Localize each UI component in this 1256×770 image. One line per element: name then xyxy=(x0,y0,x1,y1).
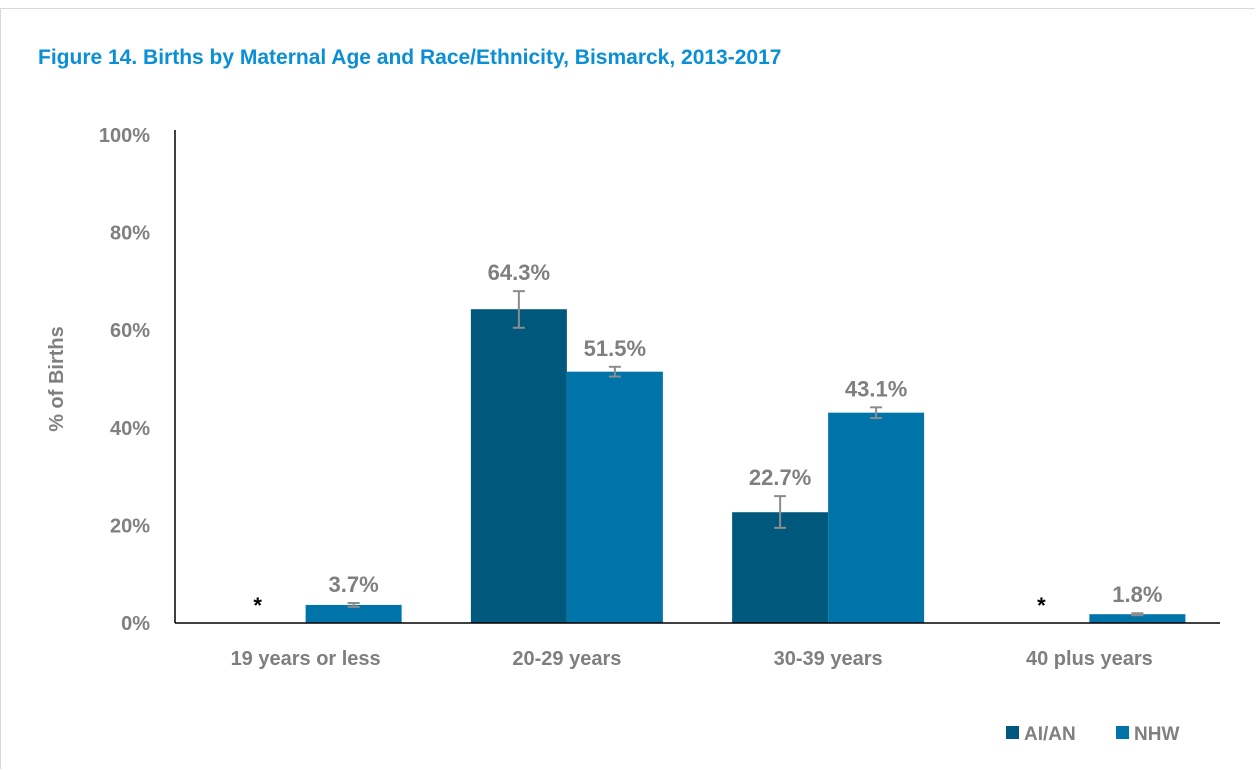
data-label: 51.5% xyxy=(584,336,646,361)
bar-nhw-2 xyxy=(828,412,925,623)
y-axis-title: % of Births xyxy=(46,326,68,432)
axes-group xyxy=(174,130,1220,624)
legend-swatch xyxy=(1006,726,1019,739)
legend: AI/AN NHW xyxy=(1006,724,1179,745)
y-tick-label: 40% xyxy=(110,418,150,440)
suppressed-marker: * xyxy=(253,593,262,618)
y-tick-label: 20% xyxy=(110,515,150,537)
data-label: 64.3% xyxy=(488,260,550,285)
bar-nhw-1 xyxy=(566,371,663,623)
chart-frame xyxy=(0,8,1255,769)
bar-ai-an-2 xyxy=(732,512,829,623)
y-tick-label: 60% xyxy=(110,320,150,342)
bar-nhw-3 xyxy=(1089,614,1186,623)
bar-ai-an-1 xyxy=(470,309,567,623)
x-category-label: 30-39 years xyxy=(774,648,883,670)
y-axis-ticks: 0% 20% 40% 60% 80% 100% xyxy=(99,125,150,635)
data-label: 43.1% xyxy=(845,376,907,401)
data-label: 3.7% xyxy=(329,572,379,597)
error-bars-group xyxy=(347,290,1144,617)
legend-swatch xyxy=(1116,726,1129,739)
x-axis-categories: 19 years or less 20-29 years 30-39 years 40… xyxy=(231,648,1153,670)
x-category-label: 20-29 years xyxy=(512,648,621,670)
suppressed-marker: * xyxy=(1037,593,1046,618)
data-labels-group: * 3.7% 64.3% 51.5% 22.7% 43.1% * 1.8% xyxy=(253,260,1162,618)
y-tick-label: 100% xyxy=(99,125,150,147)
y-tick-label: 0% xyxy=(121,613,150,635)
chart-title: Figure 14. Births by Maternal Age and Ra… xyxy=(38,46,781,69)
legend-label: NHW xyxy=(1134,724,1179,745)
bar-nhw-0 xyxy=(305,604,402,623)
bars-group xyxy=(305,309,1186,623)
x-category-label: 19 years or less xyxy=(231,648,381,670)
data-label: 22.7% xyxy=(749,465,811,490)
x-category-label: 40 plus years xyxy=(1026,648,1153,670)
y-tick-label: 80% xyxy=(110,223,150,245)
data-label: 1.8% xyxy=(1112,582,1162,607)
legend-label: AI/AN xyxy=(1024,724,1076,745)
